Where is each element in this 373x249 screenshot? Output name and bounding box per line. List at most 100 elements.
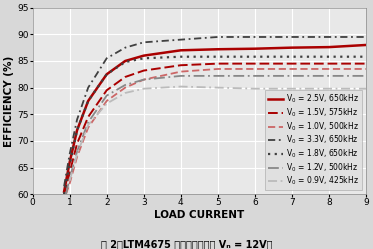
V0 = 1.8V, 650kHz — [253, 55, 257, 58]
V0 = 1.2V, 500kHz — [141, 78, 146, 81]
V0 = 1.2V, 500kHz — [64, 193, 68, 196]
V0 = 3.3V, 650kHz — [123, 46, 128, 49]
V0 = 2.5V, 650kHz — [62, 190, 66, 193]
V0 = 1.8V, 650kHz — [141, 57, 146, 60]
V0 = 1.2V, 500kHz — [253, 74, 257, 77]
V0 = 0.9V, 425kHz — [104, 102, 109, 105]
V0 = 3.3V, 650kHz — [86, 86, 90, 89]
V0 = 1.8V, 650kHz — [179, 55, 183, 58]
V0 = 1.8V, 650kHz — [75, 129, 79, 132]
V0 = 3.3V, 650kHz — [327, 36, 331, 39]
V0 = 0.9V, 425kHz — [179, 85, 183, 88]
V0 = 1.0V, 500kHz — [86, 126, 90, 129]
V0 = 3.3V, 650kHz — [364, 36, 368, 39]
V0 = 2.5V, 650kHz — [141, 54, 146, 57]
V0 = 2.5V, 650kHz — [216, 48, 220, 51]
V0 = 2.5V, 650kHz — [364, 44, 368, 47]
V0 = 3.3V, 650kHz — [141, 41, 146, 44]
V0 = 1.5V, 575kHz — [75, 142, 79, 145]
V0 = 3.3V, 650kHz — [216, 36, 220, 39]
V0 = 1.8V, 650kHz — [327, 55, 331, 58]
V0 = 1.5V, 575kHz — [327, 62, 331, 65]
V0 = 0.9V, 425kHz — [68, 179, 72, 182]
Line: V0 = 0.9V, 425kHz: V0 = 0.9V, 425kHz — [70, 87, 366, 181]
V0 = 0.9V, 425kHz — [216, 86, 220, 89]
V0 = 1.8V, 650kHz — [364, 55, 368, 58]
V0 = 0.9V, 425kHz — [290, 87, 294, 90]
V0 = 1.0V, 500kHz — [216, 67, 220, 70]
V0 = 1.2V, 500kHz — [364, 74, 368, 77]
V0 = 0.9V, 425kHz — [123, 91, 128, 94]
V0 = 2.5V, 650kHz — [68, 161, 72, 164]
V0 = 1.0V, 500kHz — [104, 99, 109, 102]
V0 = 2.5V, 650kHz — [123, 60, 128, 62]
V0 = 0.9V, 425kHz — [327, 87, 331, 90]
V0 = 1.2V, 500kHz — [290, 74, 294, 77]
V0 = 2.5V, 650kHz — [75, 129, 79, 132]
V0 = 1.5V, 575kHz — [179, 64, 183, 67]
V0 = 1.5V, 575kHz — [141, 69, 146, 72]
V0 = 0.9V, 425kHz — [86, 124, 90, 126]
V0 = 1.0V, 500kHz — [64, 193, 68, 196]
V0 = 1.5V, 575kHz — [290, 62, 294, 65]
V0 = 3.3V, 650kHz — [104, 57, 109, 60]
V0 = 0.9V, 425kHz — [253, 87, 257, 90]
V0 = 2.5V, 650kHz — [327, 46, 331, 49]
Legend: V$_0$ = 2.5V, 650kHz, V$_0$ = 1.5V, 575kHz, V$_0$ = 1.0V, 500kHz, V$_0$ = 3.3V, : V$_0$ = 2.5V, 650kHz, V$_0$ = 1.5V, 575k… — [265, 90, 362, 190]
V0 = 1.2V, 500kHz — [68, 177, 72, 180]
V0 = 3.3V, 650kHz — [179, 38, 183, 41]
V0 = 1.0V, 500kHz — [179, 70, 183, 73]
V0 = 1.5V, 575kHz — [216, 62, 220, 65]
V0 = 1.5V, 575kHz — [86, 116, 90, 119]
V0 = 1.0V, 500kHz — [327, 67, 331, 70]
V0 = 2.5V, 650kHz — [253, 47, 257, 50]
V0 = 1.8V, 650kHz — [123, 61, 128, 63]
V0 = 0.9V, 425kHz — [141, 87, 146, 90]
V0 = 3.3V, 650kHz — [68, 153, 72, 156]
V0 = 1.8V, 650kHz — [290, 55, 294, 58]
V0 = 1.0V, 500kHz — [141, 78, 146, 81]
V0 = 1.5V, 575kHz — [123, 75, 128, 78]
V0 = 3.3V, 650kHz — [75, 118, 79, 121]
Line: V0 = 3.3V, 650kHz: V0 = 3.3V, 650kHz — [64, 37, 366, 186]
V0 = 1.2V, 500kHz — [104, 94, 109, 97]
V0 = 1.8V, 650kHz — [68, 163, 72, 166]
V0 = 1.5V, 575kHz — [253, 62, 257, 65]
V0 = 1.2V, 500kHz — [75, 150, 79, 153]
V0 = 3.3V, 650kHz — [290, 36, 294, 39]
V0 = 1.5V, 575kHz — [68, 171, 72, 174]
V0 = 3.3V, 650kHz — [62, 185, 66, 188]
V0 = 1.0V, 500kHz — [68, 182, 72, 185]
Line: V0 = 1.0V, 500kHz: V0 = 1.0V, 500kHz — [66, 69, 366, 194]
V0 = 3.3V, 650kHz — [253, 36, 257, 39]
V0 = 1.8V, 650kHz — [62, 193, 66, 196]
V0 = 1.0V, 500kHz — [290, 67, 294, 70]
V0 = 1.2V, 500kHz — [327, 74, 331, 77]
V0 = 1.0V, 500kHz — [75, 155, 79, 158]
V0 = 1.0V, 500kHz — [364, 67, 368, 70]
V0 = 0.9V, 425kHz — [364, 87, 368, 90]
V0 = 2.5V, 650kHz — [179, 49, 183, 52]
V0 = 1.2V, 500kHz — [216, 74, 220, 77]
V0 = 2.5V, 650kHz — [86, 99, 90, 102]
V0 = 1.8V, 650kHz — [86, 99, 90, 102]
V0 = 1.5V, 575kHz — [364, 62, 368, 65]
Line: V0 = 1.8V, 650kHz: V0 = 1.8V, 650kHz — [64, 57, 366, 194]
V0 = 1.5V, 575kHz — [104, 89, 109, 92]
V0 = 1.0V, 500kHz — [253, 67, 257, 70]
V0 = 1.5V, 575kHz — [62, 193, 66, 196]
V0 = 1.2V, 500kHz — [86, 121, 90, 124]
V0 = 1.0V, 500kHz — [123, 86, 128, 89]
Text: 图 2：LTM4675 单通道效率（在 Vₙ = 12V）: 图 2：LTM4675 单通道效率（在 Vₙ = 12V） — [101, 239, 272, 249]
V0 = 1.8V, 650kHz — [216, 55, 220, 58]
V0 = 1.8V, 650kHz — [104, 73, 109, 76]
Line: V0 = 1.5V, 575kHz: V0 = 1.5V, 575kHz — [64, 64, 366, 194]
V0 = 2.5V, 650kHz — [104, 73, 109, 76]
Line: V0 = 2.5V, 650kHz: V0 = 2.5V, 650kHz — [64, 45, 366, 191]
V0 = 1.2V, 500kHz — [179, 74, 183, 77]
V0 = 2.5V, 650kHz — [290, 46, 294, 49]
V0 = 1.2V, 500kHz — [123, 83, 128, 86]
X-axis label: LOAD CURRENT: LOAD CURRENT — [154, 210, 244, 220]
V0 = 0.9V, 425kHz — [75, 153, 79, 156]
Line: V0 = 1.2V, 500kHz: V0 = 1.2V, 500kHz — [66, 76, 366, 194]
